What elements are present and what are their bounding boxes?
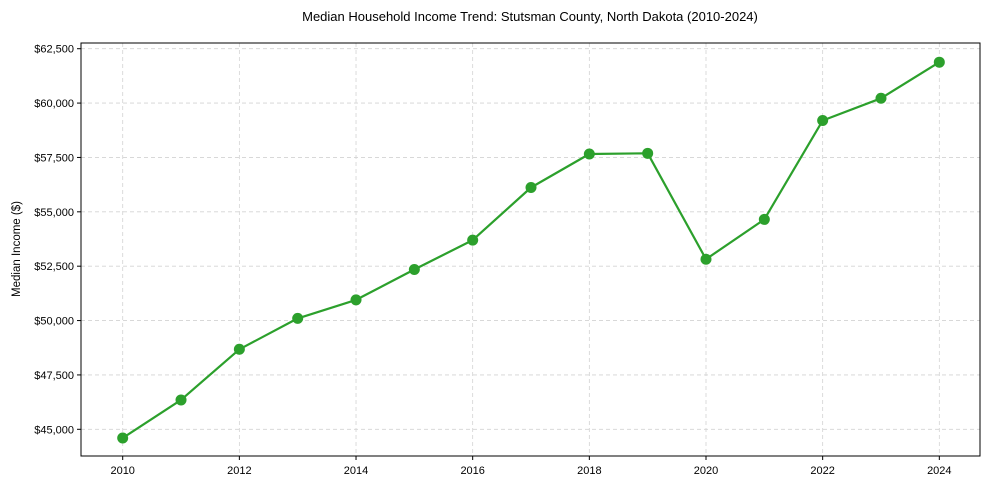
data-point-marker xyxy=(817,114,829,126)
data-point-marker xyxy=(175,394,187,406)
x-tick-label: 2016 xyxy=(460,465,484,477)
data-point-marker xyxy=(408,263,420,275)
data-point-marker xyxy=(350,294,362,306)
data-point-marker xyxy=(233,343,245,355)
x-tick-label: 2012 xyxy=(227,465,251,477)
data-point-marker xyxy=(117,432,129,444)
data-point-marker xyxy=(467,234,479,246)
data-series xyxy=(117,56,945,444)
data-point-marker xyxy=(583,148,595,160)
grid-lines xyxy=(81,43,980,456)
y-tick-label: $50,000 xyxy=(34,316,74,328)
y-tick-label: $62,500 xyxy=(34,44,74,56)
x-tick-label: 2014 xyxy=(344,465,368,477)
data-point-marker xyxy=(525,181,537,193)
data-point-marker xyxy=(875,92,887,104)
data-point-marker xyxy=(700,253,712,265)
data-point-marker xyxy=(642,147,654,159)
y-axis-label: Median Income ($) xyxy=(11,201,23,297)
y-axis-ticks: $45,000 $47,500 $50,000 $52,500 $55,000 $57,5… xyxy=(34,44,81,436)
x-tick-label: 2022 xyxy=(810,465,834,477)
y-tick-label: $57,500 xyxy=(34,152,74,164)
x-tick-label: 2010 xyxy=(110,465,134,477)
plot-frame xyxy=(80,42,981,457)
x-tick-label: 2018 xyxy=(577,465,601,477)
x-tick-label: 2024 xyxy=(927,465,951,477)
y-tick-label: $47,500 xyxy=(34,370,74,382)
x-axis-ticks: 2010 2012 2014 2016 2018 2020 2022 2024 xyxy=(110,456,952,477)
y-tick-label: $60,000 xyxy=(34,98,74,110)
data-point-marker xyxy=(758,213,770,225)
series-line xyxy=(122,61,940,439)
y-tick-label: $55,000 xyxy=(34,207,74,219)
data-point-marker xyxy=(292,312,304,324)
x-tick-label: 2020 xyxy=(694,465,718,477)
y-tick-label: $45,000 xyxy=(34,424,74,436)
data-point-marker xyxy=(933,56,945,68)
chart-title: Median Household Income Trend: Stutsman … xyxy=(302,9,758,24)
y-tick-label: $52,500 xyxy=(34,261,74,273)
